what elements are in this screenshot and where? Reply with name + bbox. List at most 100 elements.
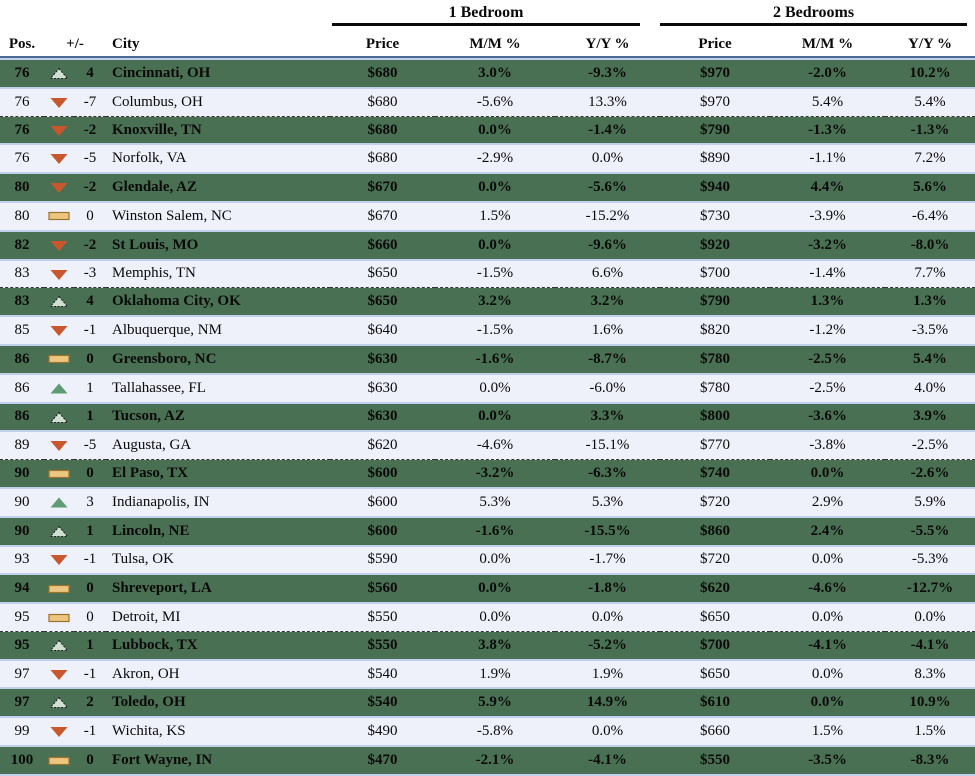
price-2br-cell: $970 [660, 58, 771, 89]
price-1br-cell: $680 [330, 145, 435, 175]
flat-rect-icon [48, 756, 70, 765]
change-cell: 4 [74, 288, 106, 318]
price-2br-cell: $970 [660, 88, 771, 117]
mm-2br-cell: -2.5% [770, 345, 886, 375]
price-2br-cell: $610 [660, 689, 771, 719]
city-cell: St Louis, MO [106, 231, 330, 261]
col-header-change: +/- [44, 29, 106, 58]
triangle-down-icon [50, 97, 68, 108]
trend-icon-cell [44, 660, 74, 690]
pos-cell: 97 [0, 660, 44, 690]
table-row: 90 3 Indianapolis, IN $600 5.3% 5.3% $72… [0, 488, 975, 518]
mm-2br-cell: -3.2% [770, 231, 886, 261]
table-row: 93 -1 Tulsa, OK $590 0.0% -1.7% $720 0.0… [0, 546, 975, 576]
mm-1br-cell: 0.0% [435, 575, 555, 605]
trend-icon-cell [44, 145, 74, 175]
col-header-mm-2br: M/M % [770, 29, 886, 58]
table-row: 86 0 Greensboro, NC $630 -1.6% -8.7% $78… [0, 345, 975, 375]
table-body: 76 4 Cincinnati, OH $680 3.0% -9.3% $970… [0, 58, 975, 776]
city-cell: Detroit, MI [106, 604, 330, 632]
mm-1br-cell: 0.0% [435, 546, 555, 576]
yy-2br-cell: -8.0% [885, 231, 975, 261]
trend-icon-cell [44, 718, 74, 748]
triangle-down-icon [50, 125, 68, 136]
city-cell: Akron, OH [106, 660, 330, 690]
table-row: 83 4 Oklahoma City, OK $650 3.2% 3.2% $7… [0, 288, 975, 318]
yy-1br-cell: -9.6% [555, 231, 661, 261]
yy-2br-cell: -2.5% [885, 432, 975, 461]
mm-1br-cell: 3.0% [435, 58, 555, 89]
flat-rect-icon [48, 212, 70, 221]
table-row: 89 -5 Augusta, GA $620 -4.6% -15.1% $770… [0, 432, 975, 461]
mm-1br-cell: -1.6% [435, 345, 555, 375]
yy-1br-cell: -5.6% [555, 174, 661, 204]
city-cell: Augusta, GA [106, 432, 330, 461]
pos-cell: 76 [0, 58, 44, 89]
flat-rect-icon [48, 613, 70, 622]
city-cell: Lubbock, TX [106, 631, 330, 661]
triangle-up-icon [49, 525, 69, 537]
trend-icon-cell [44, 460, 74, 489]
triangle-down-icon [50, 555, 68, 566]
trend-icon-cell [44, 403, 74, 433]
price-1br-cell: $660 [330, 231, 435, 261]
yy-2br-cell: -3.5% [885, 317, 975, 346]
pos-cell: 76 [0, 116, 44, 146]
yy-1br-cell: 0.0% [555, 718, 661, 748]
yy-1br-cell: -1.4% [555, 116, 661, 146]
triangle-up-icon [49, 639, 69, 651]
col-header-yy-2br: Y/Y % [885, 29, 975, 58]
price-1br-cell: $680 [330, 88, 435, 117]
yy-2br-cell: 5.4% [885, 88, 975, 117]
price-2br-cell: $890 [660, 145, 771, 175]
yy-2br-cell: -1.3% [885, 116, 975, 146]
pos-cell: 85 [0, 317, 44, 346]
yy-2br-cell: -2.6% [885, 460, 975, 489]
triangle-down-icon [50, 441, 68, 452]
triangle-down-icon [50, 727, 68, 738]
table-row: 85 -1 Albuquerque, NM $640 -1.5% 1.6% $8… [0, 317, 975, 346]
mm-1br-cell: 0.0% [435, 604, 555, 632]
yy-2br-cell: -12.7% [885, 575, 975, 605]
mm-2br-cell: -3.5% [770, 747, 886, 776]
yy-1br-cell: -5.2% [555, 631, 661, 661]
change-cell: -5 [74, 432, 106, 461]
pos-cell: 90 [0, 517, 44, 547]
change-cell: -3 [74, 260, 106, 289]
mm-2br-cell: 2.9% [770, 488, 886, 518]
mm-1br-cell: -2.9% [435, 145, 555, 175]
yy-2br-cell: 10.2% [885, 58, 975, 89]
group-2-bedrooms-label: 2 Bedrooms [660, 4, 968, 26]
col-header-pos: Pos. [0, 29, 44, 58]
yy-2br-cell: 8.3% [885, 660, 975, 690]
mm-1br-cell: 5.3% [435, 488, 555, 518]
yy-2br-cell: 5.4% [885, 345, 975, 375]
price-2br-cell: $700 [660, 260, 771, 289]
trend-icon-cell [44, 631, 74, 661]
price-2br-cell: $800 [660, 403, 771, 433]
group-1-bedroom-label: 1 Bedroom [332, 4, 641, 26]
change-cell: 1 [74, 403, 106, 433]
triangle-up-icon [49, 411, 69, 423]
pos-cell: 76 [0, 145, 44, 175]
yy-1br-cell: 0.0% [555, 604, 661, 632]
col-header-mm-1br: M/M % [435, 29, 555, 58]
mm-1br-cell: -1.5% [435, 317, 555, 346]
price-2br-cell: $940 [660, 174, 771, 204]
price-2br-cell: $650 [660, 660, 771, 690]
group-header-spacer [0, 0, 330, 29]
city-cell: Knoxville, TN [106, 116, 330, 146]
pos-cell: 99 [0, 718, 44, 748]
trend-icon-cell [44, 546, 74, 576]
mm-1br-cell: 0.0% [435, 116, 555, 146]
mm-2br-cell: 1.5% [770, 718, 886, 748]
city-cell: Tulsa, OK [106, 546, 330, 576]
trend-icon-cell [44, 174, 74, 204]
yy-2br-cell: 5.6% [885, 174, 975, 204]
mm-2br-cell: -4.1% [770, 631, 886, 661]
table-row: 76 -2 Knoxville, TN $680 0.0% -1.4% $790… [0, 116, 975, 146]
table-row: 76 -7 Columbus, OH $680 -5.6% 13.3% $970… [0, 88, 975, 117]
yy-1br-cell: 3.2% [555, 288, 661, 318]
